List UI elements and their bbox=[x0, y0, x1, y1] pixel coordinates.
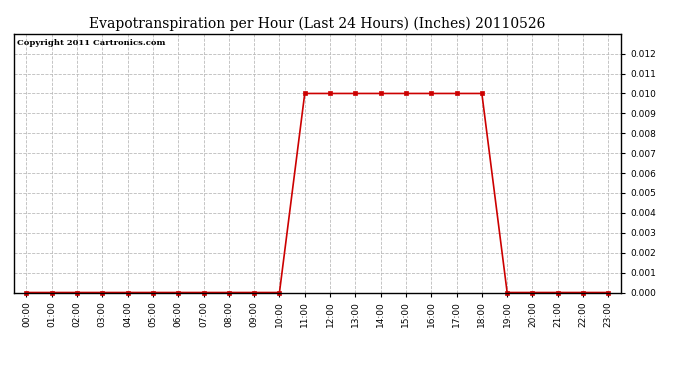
Text: Copyright 2011 Cartronics.com: Copyright 2011 Cartronics.com bbox=[17, 39, 166, 47]
Title: Evapotranspiration per Hour (Last 24 Hours) (Inches) 20110526: Evapotranspiration per Hour (Last 24 Hou… bbox=[89, 17, 546, 31]
